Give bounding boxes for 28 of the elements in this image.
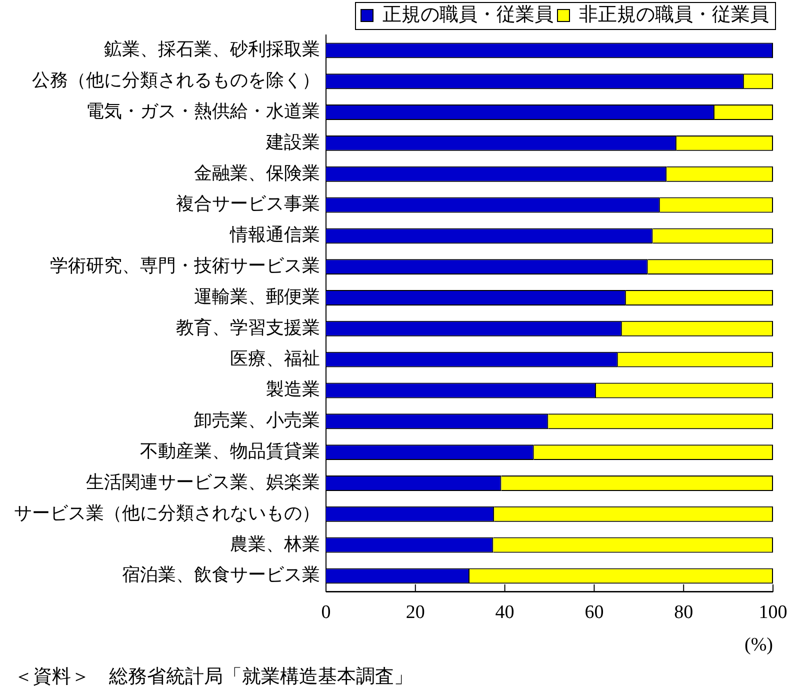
x-tick-label: 20 xyxy=(406,602,425,623)
legend-label: 非正規の職員・従業員 xyxy=(579,4,769,26)
legend-label: 正規の職員・従業員 xyxy=(382,4,554,26)
y-tick-label: 金融業、保険業 xyxy=(194,162,320,183)
x-tick-label: 100 xyxy=(758,602,788,623)
y-tick-label: 不動産業、物品賃貸業 xyxy=(140,441,320,462)
x-tick-label: 0 xyxy=(321,602,331,623)
y-tick-label: 宿泊業、飲食サービス業 xyxy=(122,564,320,585)
y-tick-label: 製造業 xyxy=(266,379,320,400)
y-tick-label: 生活関連サービス業、娯楽業 xyxy=(86,472,320,492)
y-tick-label: サービス業（他に分類されないもの） xyxy=(14,502,320,523)
y-tick-label: 運輸業、郵便業 xyxy=(194,286,320,306)
y-tick-label: 教育、学習支援業 xyxy=(176,317,320,338)
y-tick-label: 複合サービス事業 xyxy=(176,194,320,214)
y-tick-label: 建設業 xyxy=(265,132,320,152)
y-tick-label: 農業、林業 xyxy=(230,534,320,554)
y-tick-label: 医療、福祉 xyxy=(230,348,320,368)
x-tick-label: 80 xyxy=(674,602,694,623)
y-tick-label: 電気・ガス・熱供給・水道業 xyxy=(86,101,320,122)
y-tick-label: 卸売業、小売業 xyxy=(194,410,320,430)
x-axis-title: (%) xyxy=(744,634,773,656)
y-tick-label: 情報通信業 xyxy=(229,224,320,245)
text: ＜資料＞ 総務省統計局「就業構造基本調査」 xyxy=(14,666,413,688)
y-tick-label: 鉱業、採石業、砂利採取業 xyxy=(104,39,320,60)
x-tick-label: 40 xyxy=(495,602,514,623)
x-tick-label: 60 xyxy=(584,602,604,623)
y-tick-label: 学術研究、専門・技術サービス業 xyxy=(50,256,320,276)
y-tick-label: 公務（他に分類されるものを除く） xyxy=(32,70,320,90)
